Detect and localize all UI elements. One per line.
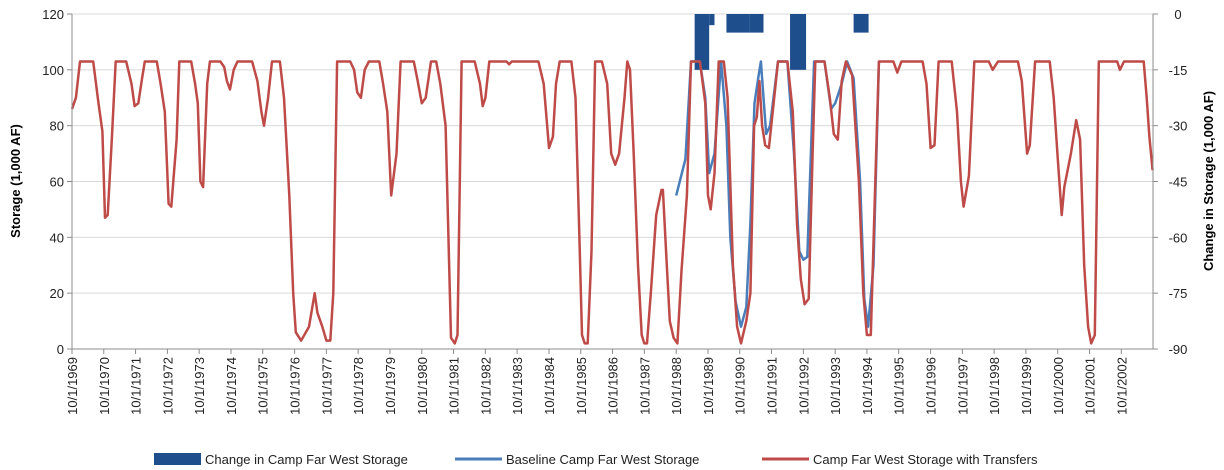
y2-tick-label-0: 0 (1174, 7, 1181, 22)
y2-axis-title: Change in Storage (1,000 AF) (1201, 91, 1216, 271)
x-tick-label-18: 10/1/1987 (637, 357, 652, 415)
x-tick-label-10: 10/1/1979 (383, 357, 398, 415)
x-tick-label-7: 10/1/1976 (288, 357, 303, 415)
x-tick-label-17: 10/1/1986 (606, 357, 621, 415)
x-tick-label-5: 10/1/1974 (224, 357, 239, 415)
x-tick-label-29: 10/1/1998 (987, 357, 1002, 415)
x-tick-label-1: 10/1/1970 (97, 357, 112, 415)
transfers-storage-line (70, 60, 1154, 345)
x-tick-label-15: 10/1/1984 (542, 357, 557, 415)
legend: Change in Camp Far West Storage Baseline… (154, 452, 1038, 467)
y-tick-label-0: 0 (57, 342, 64, 357)
x-tick-label-11: 10/1/1980 (415, 357, 430, 415)
x-tick-label-23: 10/1/1992 (796, 357, 811, 415)
x-tick-label-13: 10/1/1982 (478, 357, 493, 415)
y2-tick-label-2: -30 (1169, 119, 1188, 134)
y-tick-label-5: 100 (42, 63, 64, 78)
y-tick-label-1: 20 (50, 286, 64, 301)
y-tick-label-3: 60 (50, 175, 64, 190)
x-tick-label-22: 10/1/1991 (765, 357, 780, 415)
y2-tick-label-1: -15 (1169, 63, 1188, 78)
left-axis-ticks: 0 20 40 60 80 100 120 (42, 7, 72, 357)
change-bar-4 (790, 14, 807, 70)
gridlines (72, 13, 1153, 294)
x-tick-label-26: 10/1/1995 (892, 357, 907, 415)
change-bar-1 (709, 14, 715, 26)
x-tick-label-32: 10/1/2001 (1083, 357, 1098, 415)
x-tick-label-19: 10/1/1988 (669, 357, 684, 415)
x-tick-label-20: 10/1/1989 (701, 357, 716, 415)
x-tick-label-31: 10/1/2000 (1051, 357, 1066, 415)
x-tick-label-6: 10/1/1975 (256, 357, 271, 415)
x-tick-label-3: 10/1/1972 (160, 357, 175, 415)
change-bar-3 (749, 14, 764, 33)
y2-tick-label-5: -75 (1169, 286, 1188, 301)
x-tick-label-14: 10/1/1983 (510, 357, 525, 415)
right-axis-ticks: 0 -15 -30 -45 -60 -75 -90 (1153, 7, 1187, 357)
x-tick-label-25: 10/1/1994 (860, 357, 875, 415)
x-axis-ticks: 10/1/1969 10/1/1970 10/1/1971 10/1/1972 10/1… (65, 349, 1129, 415)
baseline-storage-line (674, 60, 881, 328)
y2-tick-label-3: -45 (1169, 175, 1188, 190)
legend-label-change: Change in Camp Far West Storage (205, 452, 408, 467)
storage-lines (70, 60, 1154, 345)
legend-label-baseline: Baseline Camp Far West Storage (506, 452, 699, 467)
x-tick-label-28: 10/1/1997 (955, 357, 970, 415)
y-tick-label-2: 40 (50, 230, 64, 245)
change-bar-5 (853, 14, 869, 33)
y-tick-label-6: 120 (42, 7, 64, 22)
x-tick-label-4: 10/1/1973 (192, 357, 207, 415)
change-bar-2 (726, 14, 750, 33)
x-tick-label-33: 10/1/2002 (1114, 357, 1129, 415)
x-tick-label-0: 10/1/1969 (65, 357, 80, 415)
x-tick-label-9: 10/1/1978 (351, 357, 366, 415)
x-tick-label-30: 10/1/1999 (1019, 357, 1034, 415)
x-tick-label-8: 10/1/1977 (319, 357, 334, 415)
y-tick-label-4: 80 (50, 119, 64, 134)
y2-tick-label-4: -60 (1169, 230, 1188, 245)
y-axis-title: Storage (1,000 AF) (8, 124, 23, 238)
x-tick-label-24: 10/1/1993 (828, 357, 843, 415)
change-bar-0 (694, 14, 710, 70)
change-bars (694, 14, 869, 70)
x-tick-label-16: 10/1/1985 (574, 357, 589, 415)
x-tick-label-2: 10/1/1971 (129, 357, 144, 415)
x-tick-label-12: 10/1/1981 (447, 357, 462, 415)
legend-label-transfers: Camp Far West Storage with Transfers (813, 452, 1038, 467)
legend-swatch-change (154, 453, 201, 465)
y2-tick-label-6: -90 (1169, 342, 1188, 357)
x-tick-label-27: 10/1/1996 (924, 357, 939, 415)
x-tick-label-21: 10/1/1990 (733, 357, 748, 415)
